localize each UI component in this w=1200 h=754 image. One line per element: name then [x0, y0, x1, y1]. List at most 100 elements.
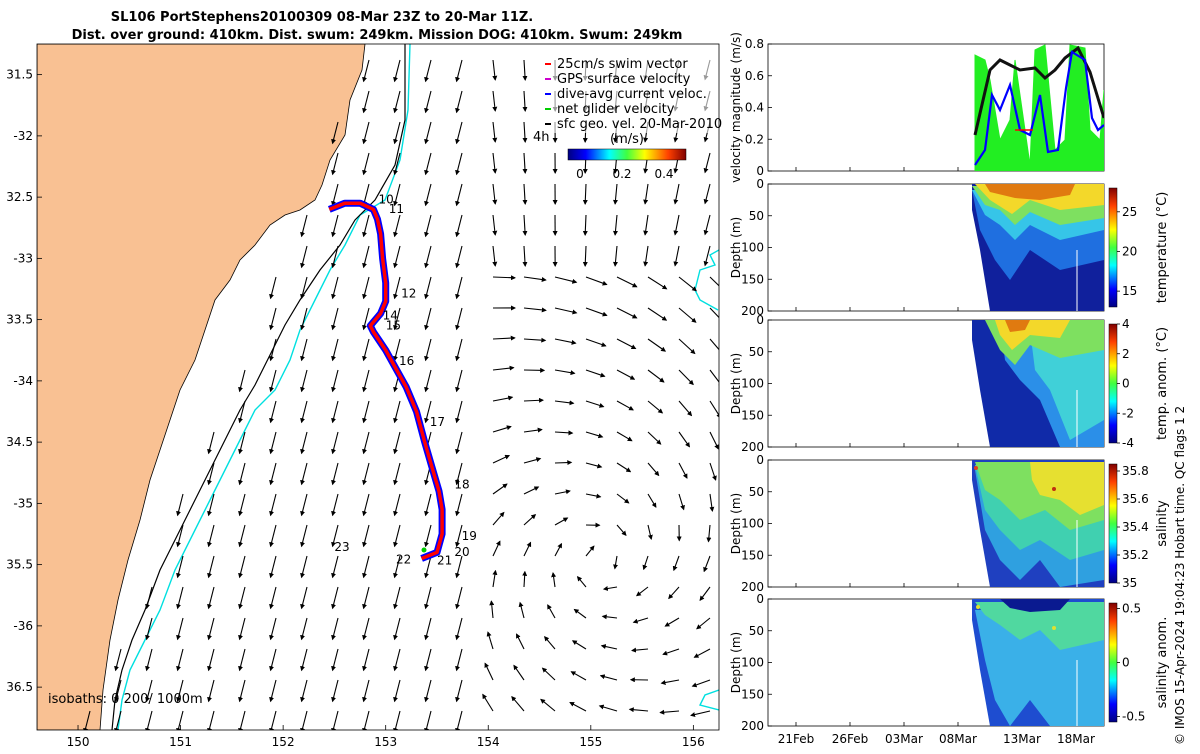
day-label: 17 — [430, 415, 445, 429]
panel-y-tick-label: 100 — [741, 656, 764, 670]
temp-anomaly-section — [972, 320, 1104, 447]
track-start-marker — [422, 548, 427, 553]
colorbar-tick-label: 35.6 — [1122, 492, 1149, 506]
colorbar-label: temperature (°C) — [1155, 192, 1170, 304]
panel-y-tick-label: 100 — [741, 241, 764, 255]
map-y-tick-label: 36.5 — [6, 680, 33, 694]
footer-credit: © IMOS 15-Apr-2024 19:04:23 Hobart time.… — [1173, 406, 1187, 745]
panel-y-label: Depth (m) — [729, 493, 743, 554]
colorbar-tick-label: 15 — [1122, 284, 1137, 298]
panel-y-tick-label: 150 — [741, 408, 764, 422]
panel-y-tick-label: 0 — [756, 592, 764, 606]
panel-y-tick-label: 50 — [749, 345, 764, 359]
panel-y-tick-label: 0 — [756, 453, 764, 467]
colorbar-label: salinity anom. — [1155, 617, 1170, 709]
panel-y-tick-label: 200 — [741, 440, 764, 454]
colorbar-tick-label: 4 — [1122, 317, 1130, 331]
day-label: 11 — [389, 202, 404, 216]
time-tick-label: 13Mar — [1003, 732, 1041, 746]
panel-y-tick-label: 0.4 — [745, 101, 764, 115]
time-tick-label: 08Mar — [939, 732, 977, 746]
map-y-tick-label: 34.5 — [6, 435, 33, 449]
panel-y-label: Depth (m) — [729, 217, 743, 278]
colorbar-label: salinity — [1155, 500, 1170, 547]
panel-y-tick-label: 0.8 — [745, 37, 764, 51]
colorbar-title: (m/s) — [610, 132, 644, 147]
colorbar-tick-label: 25 — [1122, 205, 1137, 219]
map-y-tick-label: -36 — [13, 619, 33, 633]
colorbar-tick-label: 0 — [1122, 656, 1130, 670]
section-colorbar — [1109, 603, 1117, 722]
colorbar-tick-0: 0 — [576, 167, 584, 181]
panel-y-tick-label: 50 — [749, 209, 764, 223]
colorbar-tick-2: 0.4 — [654, 167, 673, 181]
map-x-tick-label: 153 — [374, 735, 397, 749]
panel-y-tick-label: 50 — [749, 624, 764, 638]
colorbar-tick-label: 35.4 — [1122, 520, 1149, 534]
salinity-section — [972, 460, 1104, 587]
time-tick-label: 21Feb — [778, 732, 815, 746]
day-label: 12 — [401, 287, 416, 301]
map-x-tick-label: 152 — [272, 735, 295, 749]
velocity-vector — [555, 462, 571, 463]
legend-net-glider: net glider velocity — [557, 102, 675, 117]
map-y-tick-label: 33.5 — [6, 313, 33, 327]
panel-y-tick-label: 200 — [741, 719, 764, 733]
panel-y-tick-label: 100 — [741, 377, 764, 391]
panel-y-tick-label: 0 — [756, 313, 764, 327]
colorbar-tick-label: -2 — [1122, 406, 1134, 420]
map-x-tick-label: 155 — [579, 735, 602, 749]
temperature-section — [972, 184, 1104, 311]
day-label: 15 — [386, 318, 401, 332]
map-x-tick-label: 151 — [169, 735, 192, 749]
map-x-tick-label: 150 — [67, 735, 90, 749]
figure-title-line2: Dist. over ground: 410km. Dist. swum: 24… — [72, 28, 683, 43]
panel-y-tick-label: 0 — [756, 164, 764, 178]
map-y-tick-label: -34 — [13, 374, 33, 388]
colorbar-tick-1: 0.2 — [612, 167, 631, 181]
section-colorbar — [1109, 324, 1117, 443]
map-y-tick-label: -32 — [13, 129, 33, 143]
salinity-anomaly-section — [972, 599, 1104, 726]
speed-colorbar — [568, 149, 686, 160]
colorbar-tick-label: 20 — [1122, 244, 1137, 258]
colorbar-tick-label: 35 — [1122, 576, 1137, 590]
day-label: 20 — [454, 545, 469, 559]
day-label: 16 — [399, 354, 414, 368]
panel-y-tick-label: 150 — [741, 272, 764, 286]
colorbar-tick-label: 35.8 — [1122, 464, 1149, 478]
time-tick-label: 18Mar — [1057, 732, 1095, 746]
panel-y-tick-label: 0.2 — [745, 132, 764, 146]
colorbar-tick-label: -0.5 — [1122, 710, 1145, 724]
map-x-tick-label: 156 — [682, 735, 705, 749]
map-y-tick-label: -35 — [13, 496, 33, 510]
map-y-tick-label: -33 — [13, 251, 33, 265]
section-colorbar — [1109, 188, 1117, 307]
panel-y-tick-label: 0 — [756, 177, 764, 191]
map-x-tick-label: 154 — [477, 735, 500, 749]
isobath-label: isobaths: 0 200/ 1000m — [48, 692, 203, 707]
map-y-tick-label: 35.5 — [6, 558, 33, 572]
colorbar-label: temp. anom. (°C) — [1155, 327, 1170, 440]
day-label: 22 — [396, 552, 411, 566]
day-label: 19 — [462, 529, 477, 543]
panel-y-tick-label: 100 — [741, 517, 764, 531]
day-label: 21 — [437, 554, 452, 568]
day-label: 18 — [454, 478, 469, 492]
legend-dive-avg: dive-avg current veloc. — [557, 87, 707, 102]
colorbar-tick-label: 35.2 — [1122, 548, 1149, 562]
section-colorbar — [1109, 464, 1117, 583]
day-label: 23 — [334, 540, 349, 554]
legend-age-label: 4h — [533, 130, 550, 145]
time-tick-label: 03Mar — [885, 732, 923, 746]
colorbar-tick-label: 0 — [1122, 377, 1130, 391]
figure-title-line1: SL106 PortStephens20100309 08-Mar 23Z to… — [111, 10, 533, 25]
panel-y-tick-label: 50 — [749, 485, 764, 499]
legend-swim-vector: 25cm/s swim vector — [557, 57, 688, 72]
panel-y-label: velocity magnitude (m/s) — [729, 32, 743, 183]
panel-y-tick-label: 0.6 — [745, 69, 764, 83]
legend-sfc-geo: sfc geo. vel. 20-Mar-2010 — [557, 117, 722, 132]
